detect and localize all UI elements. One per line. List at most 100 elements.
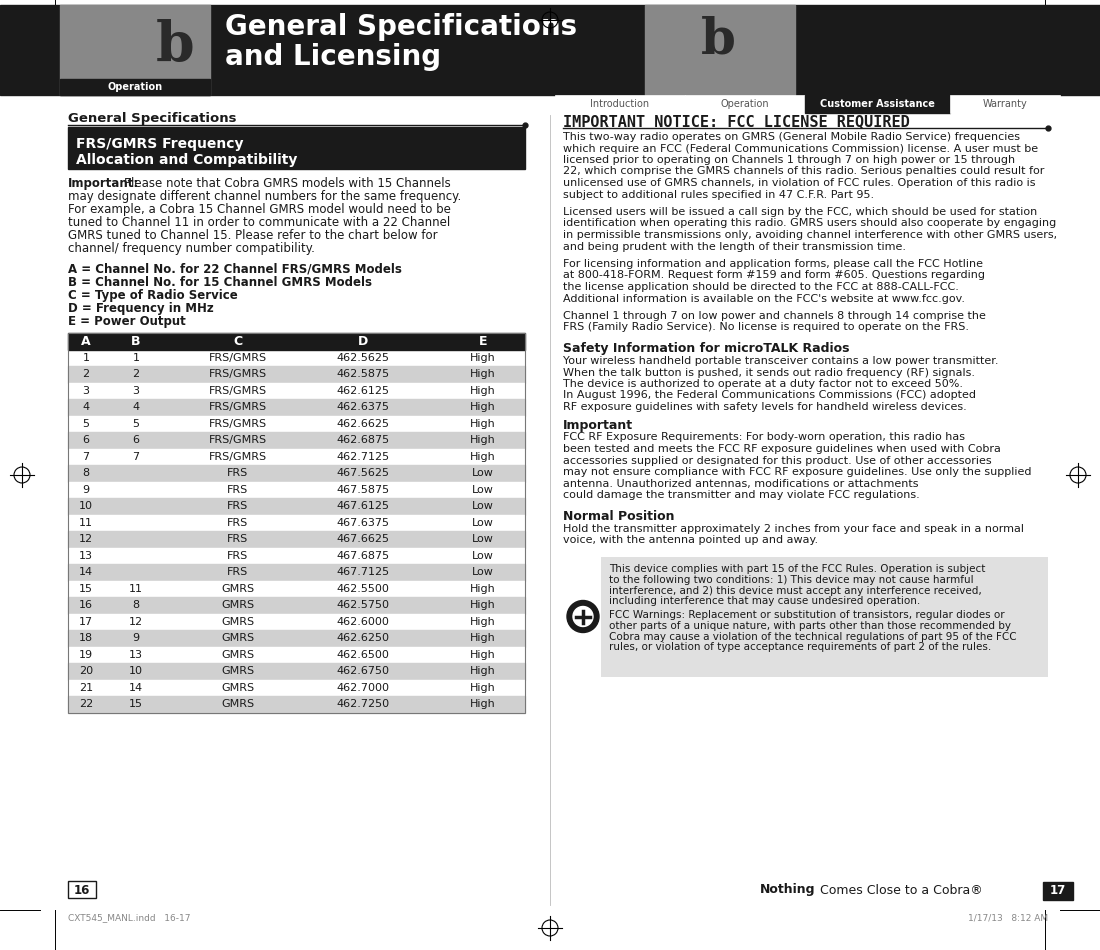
Text: 12: 12 — [129, 617, 143, 627]
Text: 17: 17 — [1049, 884, 1066, 898]
Text: Important: Important — [563, 420, 634, 432]
Text: 20: 20 — [79, 666, 94, 676]
Text: other parts of a unique nature, with parts other than those recommended by: other parts of a unique nature, with par… — [609, 621, 1011, 631]
Text: D = Frequency in MHz: D = Frequency in MHz — [68, 302, 213, 315]
Text: A: A — [81, 334, 91, 348]
Text: 462.7125: 462.7125 — [337, 452, 389, 462]
Bar — [685, 95, 805, 113]
Text: 462.6375: 462.6375 — [337, 402, 389, 412]
Text: accessories supplied or designated for this product. Use of other accessories: accessories supplied or designated for t… — [563, 455, 991, 465]
Text: High: High — [470, 402, 496, 412]
Text: Normal Position: Normal Position — [563, 509, 674, 522]
Text: A = Channel No. for 22 Channel FRS/GMRS Models: A = Channel No. for 22 Channel FRS/GMRS … — [68, 263, 402, 276]
Text: 14: 14 — [79, 567, 94, 578]
Text: 467.5875: 467.5875 — [337, 484, 389, 495]
Bar — [645, 5, 795, 95]
Text: This device complies with part 15 of the FCC Rules. Operation is subject: This device complies with part 15 of the… — [609, 564, 986, 575]
Text: B = Channel No. for 15 Channel GMRS Models: B = Channel No. for 15 Channel GMRS Mode… — [68, 276, 372, 289]
Text: FRS/GMRS: FRS/GMRS — [209, 386, 267, 396]
Text: General Specifications: General Specifications — [68, 112, 236, 125]
Circle shape — [573, 606, 593, 626]
Text: FRS/GMRS: FRS/GMRS — [209, 435, 267, 446]
Text: IMPORTANT NOTICE: FCC LICENSE REQUIRED: IMPORTANT NOTICE: FCC LICENSE REQUIRED — [563, 114, 910, 129]
Text: Operation: Operation — [108, 82, 163, 92]
Text: 462.6875: 462.6875 — [337, 435, 389, 446]
Text: 17: 17 — [79, 617, 94, 627]
Bar — [1043, 882, 1072, 900]
Text: CXT545_MANL.indd   16-17: CXT545_MANL.indd 16-17 — [68, 914, 190, 922]
Text: 8: 8 — [132, 600, 140, 610]
Text: 13: 13 — [129, 650, 143, 659]
Text: 2: 2 — [82, 370, 89, 379]
Text: Low: Low — [472, 484, 494, 495]
Bar — [68, 399, 525, 415]
Text: FRS: FRS — [228, 551, 249, 560]
Text: 467.7125: 467.7125 — [337, 567, 389, 578]
Text: could damage the transmitter and may violate FCC regulations.: could damage the transmitter and may vio… — [563, 490, 920, 500]
Text: RF exposure guidelines with safety levels for handheld wireless devices.: RF exposure guidelines with safety level… — [563, 402, 967, 412]
Text: 4: 4 — [132, 402, 140, 412]
Text: Low: Low — [472, 551, 494, 560]
Text: 10: 10 — [129, 666, 143, 676]
Text: GMRS: GMRS — [221, 634, 254, 643]
Bar — [0, 5, 1100, 95]
Text: 462.6625: 462.6625 — [337, 419, 389, 428]
Bar — [68, 515, 525, 531]
Text: may not ensure compliance with FCC RF exposure guidelines. Use only the supplied: may not ensure compliance with FCC RF ex… — [563, 467, 1032, 477]
Bar — [68, 415, 525, 432]
Text: Operation: Operation — [720, 99, 769, 109]
Text: 22: 22 — [79, 699, 94, 710]
Text: In August 1996, the Federal Communications Commissions (FCC) adopted: In August 1996, the Federal Communicatio… — [563, 390, 976, 401]
Bar — [68, 881, 96, 898]
Text: 467.6125: 467.6125 — [337, 502, 389, 511]
Text: FRS/GMRS Frequency: FRS/GMRS Frequency — [76, 137, 243, 151]
Bar — [68, 366, 525, 383]
Text: FRS: FRS — [228, 534, 249, 544]
Text: 462.5625: 462.5625 — [337, 352, 389, 363]
Text: 3: 3 — [82, 386, 89, 396]
Bar — [68, 614, 525, 630]
Bar — [68, 580, 525, 597]
Text: GMRS: GMRS — [221, 583, 254, 594]
Text: channel/ frequency number compatibility.: channel/ frequency number compatibility. — [68, 242, 315, 255]
Text: High: High — [470, 634, 496, 643]
Bar — [601, 557, 1048, 676]
Text: High: High — [470, 600, 496, 610]
Bar — [68, 432, 525, 448]
Text: GMRS: GMRS — [221, 683, 254, 693]
Text: 21: 21 — [79, 683, 94, 693]
Text: Warranty: Warranty — [982, 99, 1027, 109]
Text: High: High — [470, 386, 496, 396]
Text: 462.7250: 462.7250 — [337, 699, 389, 710]
Text: 1: 1 — [132, 352, 140, 363]
Text: Additional information is available on the FCC's website at www.fcc.gov.: Additional information is available on t… — [563, 294, 965, 303]
Text: 1: 1 — [82, 352, 89, 363]
Text: 22, which comprise the GMRS channels of this radio. Serious penalties could resu: 22, which comprise the GMRS channels of … — [563, 166, 1044, 177]
Text: Low: Low — [472, 468, 494, 478]
Text: Cobra may cause a violation of the technical regulations of part 95 of the FCC: Cobra may cause a violation of the techn… — [609, 632, 1016, 641]
Text: FCC Warnings: Replacement or substitution of transistors, regular diodes or: FCC Warnings: Replacement or substitutio… — [609, 611, 1004, 620]
Bar — [68, 696, 525, 712]
Text: High: High — [470, 352, 496, 363]
Text: B: B — [131, 334, 141, 348]
Text: tuned to Channel 11 in order to communicate with a 22 Channel: tuned to Channel 11 in order to communic… — [68, 216, 450, 229]
Text: FRS: FRS — [228, 567, 249, 578]
Text: Nothing: Nothing — [760, 884, 815, 897]
Text: Low: Low — [472, 518, 494, 528]
Bar — [68, 679, 525, 696]
Text: GMRS: GMRS — [221, 699, 254, 710]
Text: High: High — [470, 583, 496, 594]
Text: GMRS: GMRS — [221, 650, 254, 659]
Text: b: b — [701, 15, 736, 65]
Text: the license application should be directed to the FCC at 888-CALL-FCC.: the license application should be direct… — [563, 282, 959, 292]
Text: 6: 6 — [82, 435, 89, 446]
Bar — [68, 498, 525, 515]
Text: may designate different channel numbers for the same frequency.: may designate different channel numbers … — [68, 190, 461, 203]
Text: 12: 12 — [79, 534, 94, 544]
Bar — [68, 531, 525, 547]
Text: 462.7000: 462.7000 — [337, 683, 389, 693]
Text: 9: 9 — [82, 484, 89, 495]
Bar — [68, 383, 525, 399]
Text: 9: 9 — [132, 634, 140, 643]
Text: FRS/GMRS: FRS/GMRS — [209, 370, 267, 379]
